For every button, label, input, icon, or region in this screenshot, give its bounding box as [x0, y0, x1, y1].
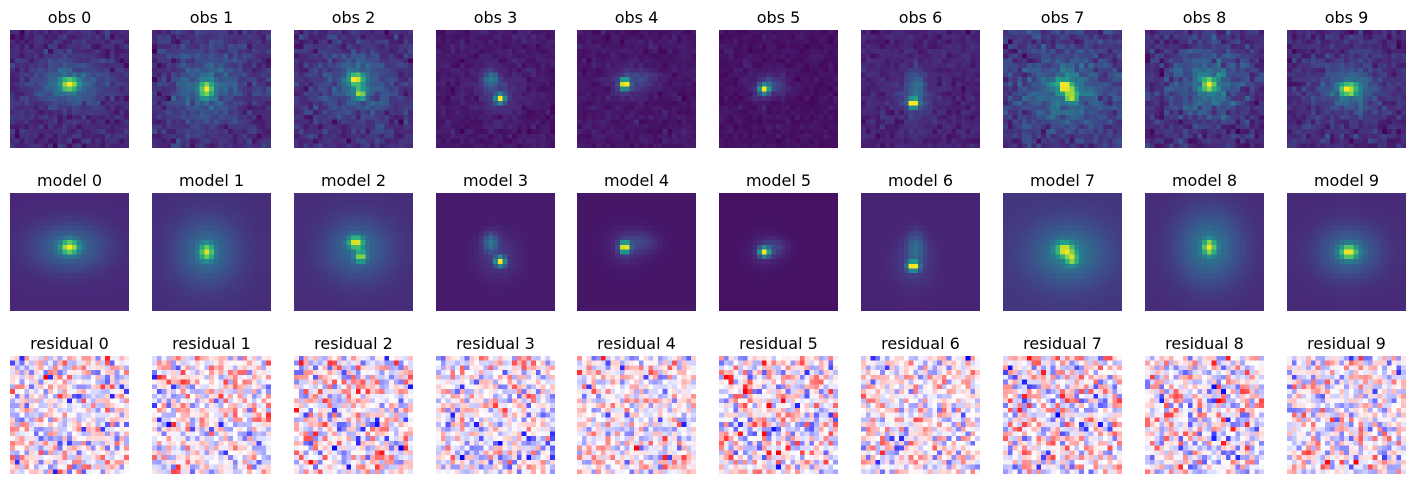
- residual-image: [152, 356, 271, 474]
- residual-panel: residual 9: [1287, 334, 1406, 474]
- model-panel: model 0: [10, 171, 129, 311]
- panel-title: model 9: [1313, 171, 1380, 190]
- obs-panel: obs 3: [436, 8, 555, 148]
- model-image: [861, 193, 980, 311]
- model-panel: model 7: [1003, 171, 1122, 311]
- residual-panel: residual 4: [577, 334, 696, 474]
- obs-panel: obs 9: [1287, 8, 1406, 148]
- residual-panel: residual 2: [294, 334, 413, 474]
- panel-title: residual 5: [739, 334, 818, 353]
- panel-title: residual 4: [597, 334, 676, 353]
- panel-title: model 0: [36, 171, 103, 190]
- panel-title: residual 3: [456, 334, 535, 353]
- model-image: [719, 193, 838, 311]
- obs-panel: obs 5: [719, 8, 838, 148]
- model-panel: model 1: [152, 171, 271, 311]
- panel-title: obs 6: [898, 8, 943, 27]
- obs-panel: obs 1: [152, 8, 271, 148]
- obs-image: [1003, 30, 1122, 148]
- panel-title: obs 2: [331, 8, 376, 27]
- model-image: [1145, 193, 1264, 311]
- obs-image: [152, 30, 271, 148]
- residual-panel: residual 6: [861, 334, 980, 474]
- panel-title: obs 8: [1182, 8, 1227, 27]
- panel-title: residual 6: [881, 334, 960, 353]
- panel-title: model 8: [1171, 171, 1238, 190]
- residual-panel: residual 7: [1003, 334, 1122, 474]
- obs-image: [10, 30, 129, 148]
- model-panel: model 9: [1287, 171, 1406, 311]
- residual-image: [294, 356, 413, 474]
- model-panel: model 8: [1145, 171, 1264, 311]
- residual-image: [1003, 356, 1122, 474]
- panel-title: obs 0: [47, 8, 92, 27]
- panel-title: residual 7: [1023, 334, 1102, 353]
- model-image: [1287, 193, 1406, 311]
- obs-image: [861, 30, 980, 148]
- model-image: [1003, 193, 1122, 311]
- panel-title: obs 3: [473, 8, 518, 27]
- model-panel: model 5: [719, 171, 838, 311]
- panel-title: residual 9: [1307, 334, 1386, 353]
- obs-panel: obs 8: [1145, 8, 1264, 148]
- obs-image: [436, 30, 555, 148]
- panel-title: model 6: [887, 171, 954, 190]
- residual-image: [861, 356, 980, 474]
- obs-panel: obs 2: [294, 8, 413, 148]
- obs-image: [294, 30, 413, 148]
- obs-image: [1145, 30, 1264, 148]
- panel-title: model 5: [745, 171, 812, 190]
- residual-image: [577, 356, 696, 474]
- model-image: [294, 193, 413, 311]
- model-image: [436, 193, 555, 311]
- model-image: [152, 193, 271, 311]
- panel-title: residual 0: [30, 334, 109, 353]
- panel-title: model 3: [462, 171, 529, 190]
- obs-image: [1287, 30, 1406, 148]
- model-panel: model 2: [294, 171, 413, 311]
- obs-panel: obs 6: [861, 8, 980, 148]
- panel-title: model 2: [320, 171, 387, 190]
- residual-image: [10, 356, 129, 474]
- panel-title: model 4: [603, 171, 670, 190]
- panel-title: model 1: [178, 171, 245, 190]
- obs-image: [719, 30, 838, 148]
- panel-title: obs 4: [614, 8, 659, 27]
- panel-title: obs 1: [189, 8, 234, 27]
- obs-panel: obs 0: [10, 8, 129, 148]
- residual-panel: residual 1: [152, 334, 271, 474]
- obs-panel: obs 7: [1003, 8, 1122, 148]
- obs-panel: obs 4: [577, 8, 696, 148]
- panel-title: obs 7: [1040, 8, 1085, 27]
- model-image: [10, 193, 129, 311]
- panel-title: obs 5: [756, 8, 801, 27]
- model-image: [577, 193, 696, 311]
- panel-title: residual 8: [1165, 334, 1244, 353]
- residual-panel: residual 5: [719, 334, 838, 474]
- residual-panel: residual 3: [436, 334, 555, 474]
- obs-image: [577, 30, 696, 148]
- model-panel: model 4: [577, 171, 696, 311]
- panel-title: residual 2: [314, 334, 393, 353]
- residual-panel: residual 8: [1145, 334, 1264, 474]
- residual-panel: residual 0: [10, 334, 129, 474]
- residual-image: [436, 356, 555, 474]
- residual-image: [1145, 356, 1264, 474]
- model-panel: model 3: [436, 171, 555, 311]
- residual-image: [1287, 356, 1406, 474]
- panel-title: residual 1: [172, 334, 251, 353]
- model-panel: model 6: [861, 171, 980, 311]
- panel-title: obs 9: [1324, 8, 1369, 27]
- panel-title: model 7: [1029, 171, 1096, 190]
- residual-image: [719, 356, 838, 474]
